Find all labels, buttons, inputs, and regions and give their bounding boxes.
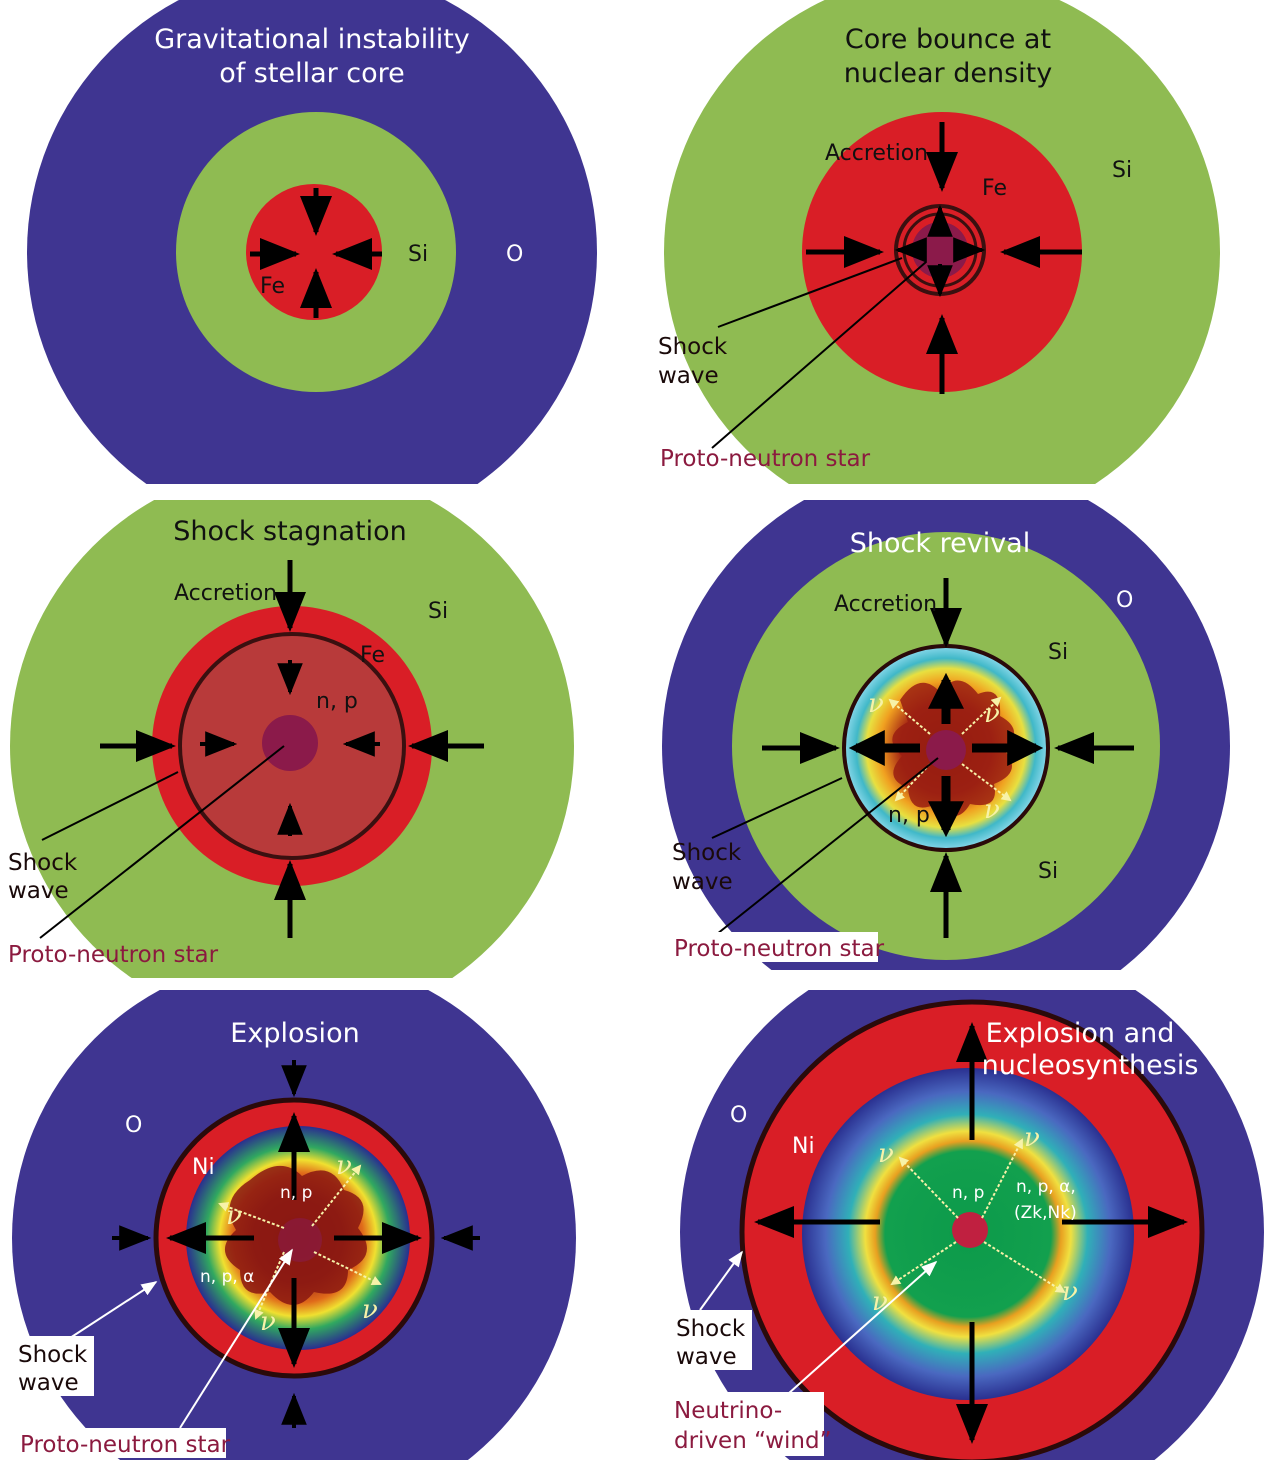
neutrino-rays xyxy=(888,696,1012,802)
proto-neutron-star xyxy=(912,222,968,278)
pns-pointer-line xyxy=(39,745,285,939)
label-ni: Ni xyxy=(192,1155,215,1180)
label-si: Si xyxy=(1112,158,1132,183)
label-si-top: Si xyxy=(1048,640,1068,665)
label-ni: Ni xyxy=(792,1134,815,1159)
shock-pointer-line xyxy=(717,257,903,328)
label-zn: (Zk,Nk) xyxy=(1014,1203,1077,1223)
accretion-label: Accretion xyxy=(174,581,277,606)
shock-label-line-2: wave xyxy=(18,1370,79,1396)
iron-core xyxy=(246,184,382,320)
shock-label-line-1: Shock xyxy=(18,1342,88,1368)
label-np: n, p xyxy=(888,803,930,828)
panel-title: Shock stagnation xyxy=(173,516,407,547)
label-o: O xyxy=(730,1103,747,1128)
shock-label-line-2: wave xyxy=(676,1344,737,1370)
proto-neutron-star xyxy=(952,1212,988,1248)
panel-title-line-1: Core bounce at xyxy=(845,24,1051,55)
label-fe: Fe xyxy=(982,176,1007,201)
label-si-bottom: Si xyxy=(1038,859,1058,884)
panel-1-gravitational-instability: Gravitational instability of stellar cor… xyxy=(27,0,597,484)
label-np: n, p xyxy=(280,1183,312,1203)
inner-infall-arrows xyxy=(200,660,380,836)
panel-4-shock-revival: ν ν ν Shock revival Accretion O Si Si n,… xyxy=(662,500,1230,970)
neutrino-symbol: ν xyxy=(868,689,884,719)
neutrino-symbol: ν xyxy=(362,1295,378,1325)
pns-label: Proto-neutron star xyxy=(20,1432,231,1458)
panel-title-line-2: of stellar core xyxy=(219,58,405,89)
infall-arrows xyxy=(112,1060,480,1428)
shock-label-background xyxy=(12,1336,94,1396)
panel-title: Explosion xyxy=(230,1018,359,1049)
pns-label-background xyxy=(14,1428,226,1458)
pns-label: Proto-neutron star xyxy=(674,936,885,962)
accretion-arrows xyxy=(100,560,484,938)
label-npa: n, p, α, xyxy=(1016,1177,1076,1197)
neutrino-symbol: ν xyxy=(336,1151,352,1181)
label-npa: n, p, α xyxy=(200,1267,254,1287)
outflow-arrows xyxy=(848,672,1044,838)
label-si: Si xyxy=(428,599,448,624)
pns-label-background xyxy=(668,932,878,962)
shock-label-line-2: wave xyxy=(672,869,733,895)
neutrino-symbol: ν xyxy=(260,1307,276,1337)
panel-title: Shock revival xyxy=(850,528,1030,559)
neutrino-rays xyxy=(890,1138,1066,1294)
shock-pointer-line xyxy=(41,771,179,841)
shock-pointer-line xyxy=(711,777,843,839)
panel-6-explosion-nucleosynthesis: ν ν ν ν Explosion and nucleosynthesis O … xyxy=(666,990,1264,1460)
label-o: O xyxy=(506,242,523,267)
label-np: n, p xyxy=(952,1183,984,1203)
pns-label: Proto-neutron star xyxy=(660,446,871,472)
pns-pointer-line xyxy=(711,757,939,939)
infall-arrows xyxy=(806,122,1082,394)
wind-label-line-1: Neutrino- xyxy=(674,1398,782,1424)
infall-arrows xyxy=(250,188,382,318)
bounce-arrows xyxy=(894,204,986,298)
label-o: O xyxy=(125,1113,142,1138)
panel-2-core-bounce: Core bounce at nuclear density Accretion… xyxy=(658,0,1220,484)
proto-neutron-star xyxy=(262,715,318,771)
shock-label-line-2: wave xyxy=(658,363,719,389)
label-fe: Fe xyxy=(260,274,285,299)
panel-title-line-2: nucleosynthesis xyxy=(982,1050,1199,1081)
pns-pointer-line xyxy=(711,261,927,449)
panel-title-line-1: Gravitational instability xyxy=(154,24,470,55)
accretion-arrows xyxy=(762,578,1134,938)
shock-label-line-2: wave xyxy=(8,878,69,904)
neutrino-symbol: ν xyxy=(1024,1123,1040,1153)
label-si: Si xyxy=(408,242,428,267)
panel-title-line-1: Explosion and xyxy=(986,1018,1175,1049)
outflow-arrows xyxy=(754,1022,1188,1444)
pns-label: Proto-neutron star xyxy=(8,942,219,968)
shock-label-background xyxy=(668,1310,752,1370)
pns-pointer-line xyxy=(179,1248,293,1429)
accretion-label: Accretion xyxy=(834,592,937,617)
accretion-label: Accretion xyxy=(825,141,928,166)
label-np: n, p xyxy=(316,689,358,714)
panel-title-line-2: nuclear density xyxy=(844,58,1052,89)
shock-label-line-1: Shock xyxy=(676,1316,746,1342)
neutrino-symbol: ν xyxy=(984,699,1000,729)
label-fe: Fe xyxy=(360,643,385,668)
shock-pointer-line xyxy=(69,1281,158,1339)
neutrino-symbol: ν xyxy=(878,1139,894,1169)
panel-5-explosion: ν ν ν ν Explosion O Ni n, p n, p, α Shoc… xyxy=(12,990,576,1460)
neutrino-symbol: ν xyxy=(1062,1277,1078,1307)
label-o: O xyxy=(1116,588,1133,613)
wind-label-line-2: driven “wind” xyxy=(674,1428,832,1454)
outflow-arrows xyxy=(166,1112,422,1368)
shock-pointer-line xyxy=(699,1250,743,1311)
wind-pointer-line xyxy=(769,1260,938,1411)
shock-label-line-1: Shock xyxy=(8,850,78,876)
panel-3-shock-stagnation: Shock stagnation Accretion Si Fe n, p Sh… xyxy=(8,500,574,978)
wind-label-background xyxy=(666,1392,824,1456)
proto-neutron-star xyxy=(278,1218,322,1262)
shock-label-line-1: Shock xyxy=(672,840,742,866)
shock-label-line-1: Shock xyxy=(658,334,728,360)
neutrino-symbol: ν xyxy=(984,795,1000,825)
neutrino-symbol: ν xyxy=(226,1201,242,1231)
